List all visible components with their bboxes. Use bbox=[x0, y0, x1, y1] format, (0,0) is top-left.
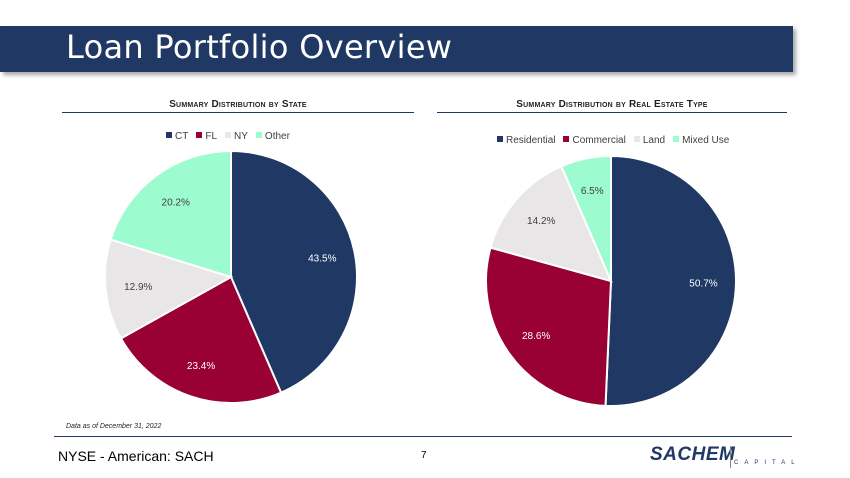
legend-label: Land bbox=[642, 135, 666, 146]
legend-label: CT bbox=[175, 131, 189, 142]
legend-type: Residential Commercial Land Mixed Use bbox=[497, 135, 737, 146]
legend-swatch bbox=[196, 132, 203, 138]
legend-item-ct: CT bbox=[166, 131, 188, 142]
chart-title-state: Summary Distribution by State bbox=[169, 99, 307, 110]
legend-label: Mixed Use bbox=[682, 135, 730, 146]
legend-item-commercial: Commercial bbox=[563, 135, 626, 146]
logo-divider bbox=[730, 446, 731, 468]
legend-item-ny: NY bbox=[225, 131, 248, 142]
pie-slice-ct bbox=[230, 149, 358, 394]
legend-label: Residential bbox=[506, 135, 556, 146]
pie-slice-mixed-use bbox=[560, 154, 612, 282]
legend-item-other: Other bbox=[255, 131, 290, 142]
pie-slice-other bbox=[109, 149, 232, 279]
legend-swatch bbox=[166, 132, 172, 138]
exchange-ticker: NYSE - American: SACH bbox=[58, 448, 214, 464]
legend-item-fl: FL bbox=[196, 131, 217, 142]
title-bar: Loan Portfolio Overview bbox=[0, 26, 793, 72]
legend-swatch bbox=[255, 132, 262, 138]
footer-rule bbox=[54, 436, 792, 437]
heading-rule-state bbox=[62, 112, 414, 113]
legend-item-land: Land bbox=[633, 135, 666, 146]
legend-item-mixed-use: Mixed Use bbox=[673, 135, 729, 146]
slice-label-residential: 50.7% bbox=[689, 279, 717, 290]
slice-label-land: 14.2% bbox=[527, 216, 555, 227]
legend-swatch bbox=[497, 136, 503, 142]
data-date-note: Data as of December 31, 2022 bbox=[66, 423, 162, 430]
chart-title-type: Summary Distribution by Real Estate Type bbox=[516, 99, 708, 110]
logo-wordmark: SACHEM bbox=[650, 444, 736, 465]
legend-label: FL bbox=[205, 131, 218, 142]
legend-label: Commercial bbox=[572, 135, 626, 146]
legend-swatch bbox=[225, 132, 232, 138]
legend-swatch bbox=[673, 136, 680, 142]
legend-swatch bbox=[563, 136, 570, 142]
legend-label: NY bbox=[234, 131, 248, 142]
slice-label-ny: 12.9% bbox=[124, 282, 152, 293]
legend-label: Other bbox=[264, 131, 290, 142]
slice-label-fl: 23.4% bbox=[187, 361, 215, 372]
page-number: 7 bbox=[421, 450, 427, 461]
slice-label-commercial: 28.6% bbox=[522, 331, 550, 342]
page-title: Loan Portfolio Overview bbox=[66, 28, 453, 66]
legend-state: CT FL NY Other bbox=[166, 131, 298, 142]
legend-swatch bbox=[633, 136, 640, 142]
sachem-logo: SACHEM CAPITAL bbox=[650, 444, 795, 468]
pie-slice-residential bbox=[604, 154, 737, 407]
logo-subtitle: CAPITAL bbox=[734, 460, 801, 466]
legend-item-residential: Residential bbox=[497, 135, 555, 146]
pie-slice-ny bbox=[104, 238, 234, 340]
slice-label-ct: 43.5% bbox=[308, 254, 336, 265]
slice-label-mixed-use: 6.5% bbox=[581, 186, 604, 197]
pie-slice-land bbox=[489, 164, 613, 283]
slice-label-other: 20.2% bbox=[162, 197, 190, 208]
pie-slice-commercial bbox=[485, 246, 613, 407]
heading-rule-type bbox=[437, 112, 787, 113]
pie-slice-fl bbox=[119, 275, 283, 404]
